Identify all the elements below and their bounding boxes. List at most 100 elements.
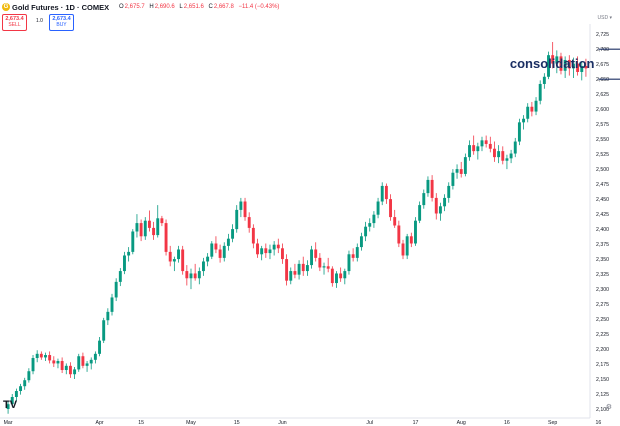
- candle-body: [447, 185, 451, 198]
- candle-body: [580, 65, 584, 72]
- buy-button[interactable]: 2,673.4 BUY: [49, 14, 74, 31]
- candle-body: [314, 249, 318, 258]
- candle-body: [326, 266, 330, 269]
- symbol-title[interactable]: Gold Futures · 1D · COMEX: [12, 3, 110, 12]
- x-tick-label: Sep: [548, 420, 557, 426]
- candle-body: [68, 365, 72, 375]
- candle-body: [430, 179, 434, 198]
- high-value: 2,690.6: [154, 4, 175, 10]
- candle-body: [301, 263, 305, 272]
- x-tick-label: May: [186, 420, 196, 426]
- candle-body: [318, 257, 322, 268]
- candle-body: [547, 55, 550, 77]
- candle-body: [168, 251, 172, 262]
- candle-body: [389, 199, 392, 218]
- candle-body: [106, 311, 110, 321]
- y-tick-label: 2,550: [596, 137, 609, 143]
- candle-body: [551, 55, 555, 64]
- candle-body: [330, 268, 334, 284]
- candle-body: [322, 266, 326, 268]
- gold-logo-icon: G: [2, 3, 10, 11]
- candle-body: [305, 265, 309, 272]
- gear-icon[interactable]: ⚙: [605, 404, 612, 411]
- candle-body: [497, 151, 501, 158]
- candle-body: [85, 363, 89, 366]
- ohlc-readout: O2,675.7 H2,690.6 L2,651.6 C2,667.8 −11.…: [119, 4, 279, 10]
- candle-body: [210, 243, 214, 257]
- y-tick-label: 2,425: [596, 212, 609, 218]
- candle-body: [177, 249, 180, 260]
- y-tick-label: 2,400: [596, 227, 609, 233]
- candle-body: [567, 59, 571, 69]
- buy-price: 2,673.4: [52, 16, 71, 22]
- candle-body: [251, 227, 255, 244]
- candle-body: [123, 255, 126, 272]
- y-tick-label: 2,625: [596, 92, 609, 98]
- candle-body: [463, 157, 467, 174]
- candle-body: [264, 248, 268, 254]
- candle-body: [19, 386, 23, 392]
- y-tick-label: 2,300: [596, 287, 609, 293]
- candle-body: [226, 238, 230, 246]
- candle-body: [222, 245, 226, 258]
- candle-body: [114, 281, 118, 298]
- open-value: 2,675.7: [124, 4, 145, 10]
- candle-body: [493, 148, 496, 158]
- candle-body: [351, 254, 355, 258]
- candle-body: [438, 206, 442, 214]
- candle-body: [542, 76, 546, 84]
- y-tick-label: 2,150: [596, 377, 609, 383]
- candle-body: [372, 214, 376, 224]
- candle-body: [434, 197, 438, 214]
- candle-body: [44, 355, 47, 358]
- candle-body: [484, 140, 488, 144]
- candle-body: [359, 236, 363, 248]
- candle-body: [48, 355, 52, 361]
- candle-body: [563, 59, 567, 71]
- candle-body: [31, 358, 35, 372]
- candle-body: [355, 247, 359, 258]
- candle-body: [459, 169, 463, 174]
- candle-body: [343, 271, 347, 279]
- candle-body: [505, 158, 509, 161]
- x-tick-label: 17: [413, 420, 419, 426]
- low-value: 2,651.6: [183, 4, 204, 10]
- sell-label: SELL: [8, 22, 21, 28]
- candle-body: [23, 380, 27, 387]
- spread-value: 1.0: [36, 18, 43, 24]
- candle-body: [347, 254, 351, 272]
- candle-body: [526, 106, 530, 119]
- y-tick-label: 2,700: [596, 47, 609, 53]
- candle-body: [39, 353, 43, 358]
- candle-body: [409, 236, 413, 244]
- candle-body: [272, 244, 276, 250]
- candle-body: [480, 140, 484, 147]
- candle-body: [488, 143, 492, 149]
- buy-label: BUY: [56, 22, 67, 28]
- candle-body: [218, 249, 222, 258]
- y-tick-label: 2,450: [596, 197, 609, 203]
- candle-body: [260, 248, 264, 255]
- tradingview-logo[interactable]: TV: [3, 399, 18, 411]
- candle-body: [571, 63, 575, 69]
- candle-body: [530, 106, 534, 112]
- currency-selector[interactable]: USD ▾: [597, 15, 612, 21]
- y-tick-label: 2,250: [596, 317, 609, 323]
- candle-body: [197, 271, 201, 279]
- candle-body: [555, 56, 559, 64]
- candle-body: [60, 361, 64, 371]
- candle-body: [193, 273, 197, 279]
- candle-body: [285, 259, 289, 281]
- candle-body: [476, 146, 480, 152]
- candle-body: [185, 271, 189, 279]
- candle-body: [339, 273, 343, 279]
- candle-body: [81, 356, 85, 366]
- candle-body: [247, 217, 251, 228]
- candle-body: [235, 209, 239, 230]
- x-tick-label: Jun: [278, 420, 286, 426]
- candle-body: [73, 369, 77, 375]
- sell-button[interactable]: 2,673.4 SELL: [2, 14, 27, 31]
- y-tick-label: 2,675: [596, 62, 609, 68]
- candle-body: [160, 218, 164, 224]
